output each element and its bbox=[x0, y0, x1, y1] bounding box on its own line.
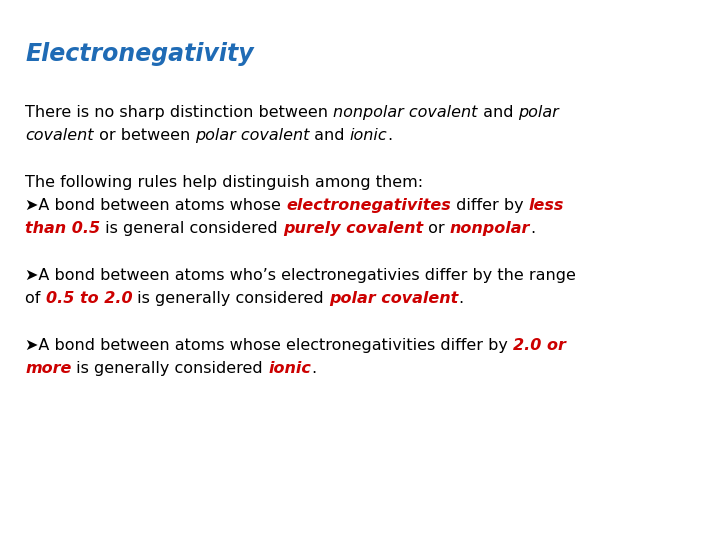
Text: ➤A bond between atoms whose electronegativities differ by: ➤A bond between atoms whose electronegat… bbox=[25, 338, 513, 353]
Text: or: or bbox=[423, 221, 450, 236]
Text: is generally considered: is generally considered bbox=[71, 361, 268, 376]
Text: is generally considered: is generally considered bbox=[132, 291, 329, 306]
Text: nonpolar covalent: nonpolar covalent bbox=[333, 105, 477, 120]
Text: 0.5 to 2.0: 0.5 to 2.0 bbox=[45, 291, 132, 306]
Text: .: . bbox=[387, 128, 392, 143]
Text: 2.0 or: 2.0 or bbox=[513, 338, 566, 353]
Text: than 0.5: than 0.5 bbox=[25, 221, 100, 236]
Text: differ by: differ by bbox=[451, 198, 528, 213]
Text: ionic: ionic bbox=[268, 361, 311, 376]
Text: ➤A bond between atoms who’s electronegativies differ by the range: ➤A bond between atoms who’s electronegat… bbox=[25, 268, 576, 283]
Text: and: and bbox=[310, 128, 350, 143]
Text: or between: or between bbox=[94, 128, 195, 143]
Text: and: and bbox=[477, 105, 518, 120]
Text: is general considered: is general considered bbox=[100, 221, 283, 236]
Text: .: . bbox=[530, 221, 535, 236]
Text: polar covalent: polar covalent bbox=[195, 128, 310, 143]
Text: covalent: covalent bbox=[25, 128, 94, 143]
Text: The following rules help distinguish among them:: The following rules help distinguish amo… bbox=[25, 175, 423, 190]
Text: of: of bbox=[25, 291, 45, 306]
Text: polar covalent: polar covalent bbox=[329, 291, 458, 306]
Text: electronegativites: electronegativites bbox=[286, 198, 451, 213]
Text: more: more bbox=[25, 361, 71, 376]
Text: .: . bbox=[311, 361, 316, 376]
Text: polar: polar bbox=[518, 105, 559, 120]
Text: ➤A bond between atoms whose: ➤A bond between atoms whose bbox=[25, 198, 286, 213]
Text: Electronegativity: Electronegativity bbox=[25, 42, 253, 66]
Text: nonpolar: nonpolar bbox=[450, 221, 530, 236]
Text: There is no sharp distinction between: There is no sharp distinction between bbox=[25, 105, 333, 120]
Text: less: less bbox=[528, 198, 564, 213]
Text: .: . bbox=[458, 291, 463, 306]
Text: ionic: ionic bbox=[350, 128, 387, 143]
Text: purely covalent: purely covalent bbox=[283, 221, 423, 236]
